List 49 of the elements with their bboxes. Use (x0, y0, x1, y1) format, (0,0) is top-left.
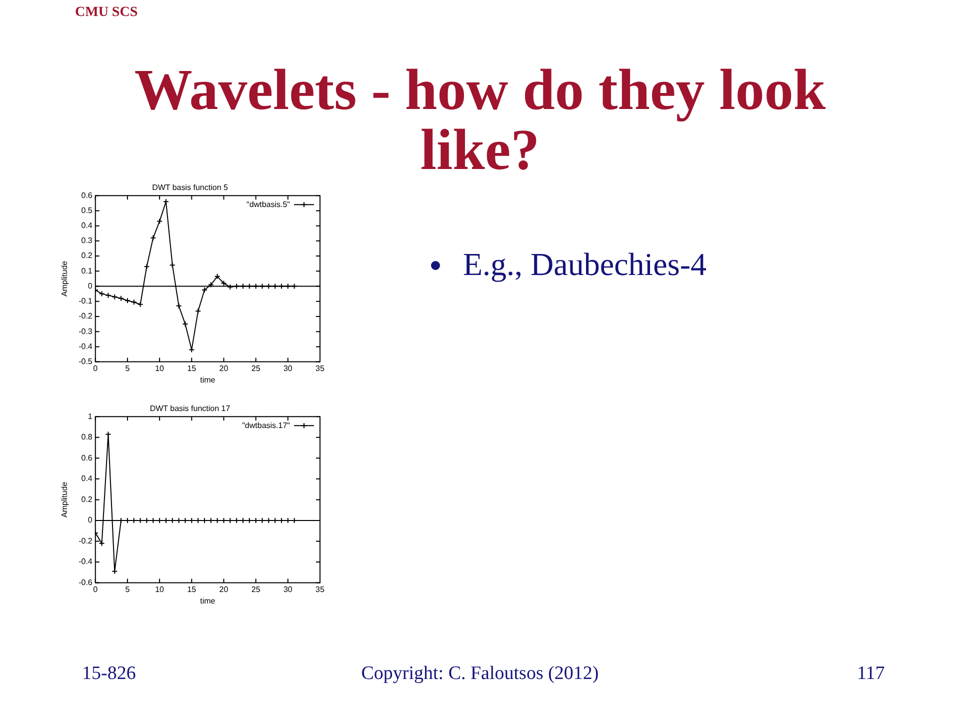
y-tick-label: -0.1 (78, 296, 93, 306)
y-tick-label: 0.3 (81, 236, 93, 246)
y-tick-label: 0.4 (81, 474, 93, 484)
text: CMU SCS (75, 5, 138, 21)
x-tick-label: 10 (155, 364, 165, 373)
text: E.g., Daubechies-4 (428, 246, 706, 283)
text: 117 (857, 663, 885, 685)
y-tick-label: 0.2 (81, 251, 93, 260)
x-tick-label: 30 (283, 584, 293, 594)
x-tick-label: 35 (316, 584, 325, 594)
y-tick-label: -0.5 (78, 357, 93, 366)
x-tick-label: 5 (125, 584, 130, 594)
y-tick-label: -0.3 (78, 326, 93, 336)
x-axis-title: time (200, 375, 216, 384)
y-axis-title: Amplitude (60, 260, 70, 296)
y-tick-label: 0.8 (81, 432, 93, 442)
y-axis-title: Amplitude (60, 481, 70, 518)
legend-label: "dwtbasis.17" (242, 420, 290, 430)
y-tick-label: -0.4 (78, 342, 93, 351)
y-tick-label: 0.2 (81, 494, 93, 504)
x-tick-label: 15 (187, 584, 197, 594)
x-tick-label: 20 (219, 364, 229, 373)
y-tick-label: 0.6 (81, 453, 93, 462)
y-tick-label: 0.4 (81, 221, 93, 230)
y-tick-label: -0.2 (78, 536, 93, 546)
text: Wavelets - how do they look like? (133, 57, 827, 182)
y-tick-label: -0.6 (78, 578, 93, 588)
text: Copyright: C. Faloutsos (2012) (360, 663, 600, 685)
x-tick-label: 25 (251, 364, 261, 373)
x-tick-label: 35 (316, 364, 325, 373)
x-tick-label: 25 (251, 584, 261, 594)
y-tick-label: 0 (88, 281, 93, 290)
y-tick-label: 1 (88, 412, 93, 421)
x-tick-label: 10 (155, 584, 165, 594)
x-tick-label: 15 (187, 364, 197, 373)
y-tick-label: -0.2 (78, 312, 93, 321)
y-tick-label: 0.6 (81, 190, 93, 200)
x-tick-label: 30 (283, 364, 293, 373)
x-tick-label: 5 (125, 364, 130, 373)
text: 15-826 (82, 663, 136, 685)
y-tick-label: 0.1 (81, 266, 93, 276)
x-tick-label: 20 (219, 584, 229, 594)
chart-title: DWT basis function 5 (152, 183, 228, 192)
y-tick-label: -0.4 (78, 557, 93, 566)
x-axis-title: time (200, 596, 216, 606)
y-tick-label: 0 (88, 516, 93, 525)
chart-title: DWT basis function 17 (150, 404, 231, 414)
y-tick-label: 0.5 (81, 206, 93, 215)
legend-label: "dwtbasis.5" (246, 200, 290, 209)
